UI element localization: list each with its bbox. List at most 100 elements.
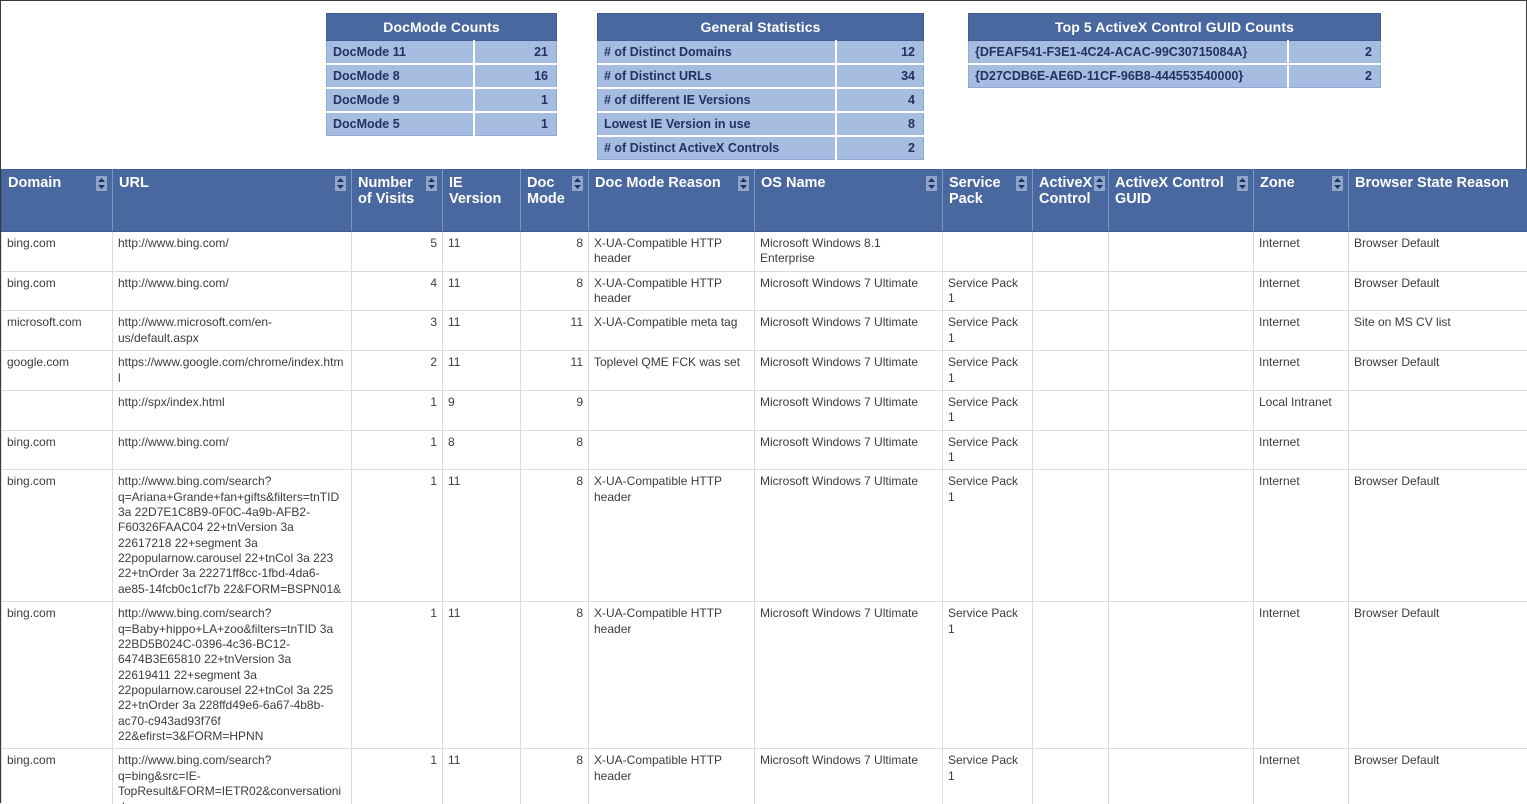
general-statistics-value: 12	[836, 41, 923, 65]
cell-doc-mode: 8	[521, 430, 589, 470]
cell-os-name: Microsoft Windows 7 Ultimate	[755, 749, 943, 804]
column-header-doc-mode[interactable]: Doc Mode	[521, 170, 589, 232]
cell-ie-version: 11	[443, 470, 521, 602]
sort-toggle-icon[interactable]	[426, 176, 437, 191]
cell-doc-mode-reason	[589, 390, 755, 430]
cell-doc-mode-reason: X-UA-Compatible HTTP header	[589, 470, 755, 602]
cell-activex-control	[1033, 232, 1109, 272]
column-header-zone[interactable]: Zone	[1254, 170, 1349, 232]
general-statistics-value: 4	[836, 88, 923, 112]
column-header-label: Doc Mode	[527, 175, 570, 207]
column-header-ie-version[interactable]: IE Version	[443, 170, 521, 232]
cell-doc-mode-reason: X-UA-Compatible HTTP header	[589, 749, 755, 804]
column-header-os-name[interactable]: OS Name	[755, 170, 943, 232]
column-header-label: Domain	[8, 175, 61, 191]
column-header-label: OS Name	[761, 175, 825, 191]
column-header-label: IE Version	[449, 175, 516, 207]
activex-guid-counts-table: Top 5 ActiveX Control GUID Counts {DFEAF…	[968, 13, 1381, 88]
cell-activex-control	[1033, 602, 1109, 749]
cell-zone: Internet	[1254, 351, 1349, 391]
sort-toggle-icon[interactable]	[1094, 176, 1105, 191]
cell-url: http://www.bing.com/search?q=bing&src=IE…	[113, 749, 352, 804]
cell-service-pack: Service Pack 1	[943, 470, 1033, 602]
table-row: {DFEAF541-F3E1-4C24-ACAC-99C30715084A} 2	[969, 41, 1381, 65]
column-header-domain[interactable]: Domain	[2, 170, 113, 232]
cell-visits: 1	[352, 470, 443, 602]
cell-os-name: Microsoft Windows 7 Ultimate	[755, 390, 943, 430]
cell-ie-version: 9	[443, 390, 521, 430]
column-header-activex-control[interactable]: ActiveX Control	[1033, 170, 1109, 232]
sort-toggle-icon[interactable]	[926, 176, 937, 191]
cell-ie-version: 11	[443, 351, 521, 391]
sort-toggle-icon[interactable]	[1016, 176, 1027, 191]
column-header-activex-control-guid[interactable]: ActiveX Control GUID	[1109, 170, 1254, 232]
cell-url: http://www.bing.com/search?q=Baby+hippo+…	[113, 602, 352, 749]
cell-url: http://www.bing.com/search?q=Ariana+Gran…	[113, 470, 352, 602]
cell-activex-control	[1033, 311, 1109, 351]
cell-doc-mode-reason: Toplevel QME FCK was set	[589, 351, 755, 391]
general-statistics-value: 8	[836, 112, 923, 136]
cell-visits: 1	[352, 602, 443, 749]
cell-visits: 1	[352, 430, 443, 470]
cell-visits: 4	[352, 271, 443, 311]
sort-toggle-icon[interactable]	[1332, 176, 1343, 191]
column-header-url[interactable]: URL	[113, 170, 352, 232]
cell-browser-state-reason: Browser Default	[1349, 749, 1527, 804]
cell-browser-state-reason: Browser Default	[1349, 602, 1527, 749]
cell-activex-control-guid	[1109, 311, 1254, 351]
sort-toggle-icon[interactable]	[572, 176, 583, 191]
column-header-service-pack[interactable]: Service Pack	[943, 170, 1033, 232]
table-row: DocMode 8 16	[327, 64, 557, 88]
docmode-counts-value: 1	[474, 112, 557, 136]
cell-zone: Internet	[1254, 470, 1349, 602]
cell-ie-version: 11	[443, 602, 521, 749]
cell-ie-version: 8	[443, 430, 521, 470]
sort-toggle-icon[interactable]	[96, 176, 107, 191]
cell-activex-control-guid	[1109, 390, 1254, 430]
cell-url: http://www.microsoft.com/en-us/default.a…	[113, 311, 352, 351]
cell-browser-state-reason: Site on MS CV list	[1349, 311, 1527, 351]
sort-toggle-icon[interactable]	[1237, 176, 1248, 191]
column-header-label: Number of Visits	[358, 175, 424, 207]
cell-zone: Internet	[1254, 749, 1349, 804]
general-statistics-label: # of Distinct URLs	[598, 64, 837, 88]
table-row: # of Distinct Domains 12	[598, 41, 924, 65]
cell-activex-control	[1033, 749, 1109, 804]
column-header-number-of-visits[interactable]: Number of Visits	[352, 170, 443, 232]
column-header-doc-mode-reason[interactable]: Doc Mode Reason	[589, 170, 755, 232]
general-statistics-title: General Statistics	[598, 14, 924, 41]
cell-service-pack: Service Pack 1	[943, 749, 1033, 804]
cell-ie-version: 11	[443, 232, 521, 272]
cell-browser-state-reason: Browser Default	[1349, 351, 1527, 391]
docmode-counts-body: DocMode 11 21 DocMode 8 16 DocMode 9 1 D…	[327, 41, 557, 136]
table-row: DocMode 5 1	[327, 112, 557, 136]
cell-visits: 1	[352, 390, 443, 430]
column-header-browser-state-reason[interactable]: Browser State Reason	[1349, 170, 1527, 232]
cell-url: http://www.bing.com/	[113, 430, 352, 470]
sort-toggle-icon[interactable]	[335, 176, 346, 191]
docmode-counts-value: 16	[474, 64, 557, 88]
cell-activex-control-guid	[1109, 749, 1254, 804]
cell-zone: Internet	[1254, 602, 1349, 749]
cell-doc-mode: 8	[521, 232, 589, 272]
cell-service-pack: Service Pack 1	[943, 430, 1033, 470]
cell-browser-state-reason	[1349, 430, 1527, 470]
cell-activex-control-guid	[1109, 470, 1254, 602]
sort-toggle-icon[interactable]	[738, 176, 749, 191]
table-row: {D27CDB6E-AE6D-11CF-96B8-444553540000} 2	[969, 64, 1381, 88]
cell-doc-mode: 8	[521, 271, 589, 311]
cell-url: https://www.google.com/chrome/index.html	[113, 351, 352, 391]
summary-tables-strip: DocMode Counts DocMode 11 21 DocMode 8 1…	[1, 1, 1527, 159]
docmode-counts-value: 1	[474, 88, 557, 112]
cell-activex-control	[1033, 430, 1109, 470]
